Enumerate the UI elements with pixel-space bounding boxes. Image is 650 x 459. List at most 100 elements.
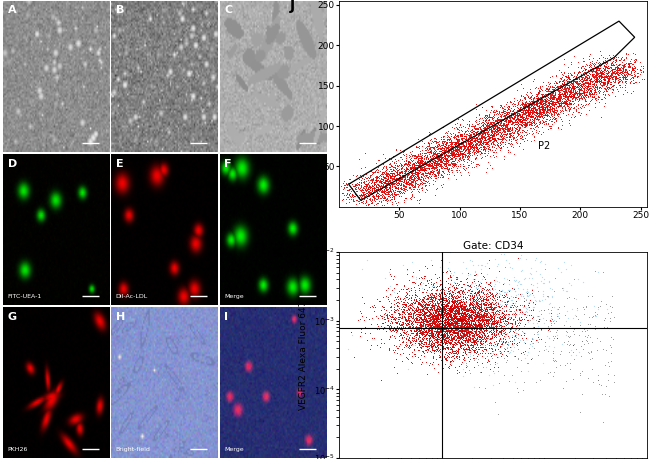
Point [443,312,453,319]
Point [488,308,499,315]
Point [614,72,624,79]
Point [521,335,531,342]
Point [412,143,423,150]
Point [463,291,474,298]
Point [441,162,451,169]
Point [450,336,460,344]
Point [488,293,498,301]
Point [491,136,501,144]
Point [480,129,490,136]
Point [444,267,454,274]
Point [424,147,435,154]
Point [351,197,361,204]
Point [541,100,551,107]
Point [539,100,549,107]
Point [434,172,444,179]
Point [367,192,377,200]
Point [497,116,508,123]
Point [549,303,559,310]
Point [435,157,445,164]
Point [506,114,516,121]
Point [447,324,458,331]
Point [446,142,456,150]
Point [599,66,610,73]
Point [478,127,488,134]
Point [400,188,410,195]
Point [379,195,389,202]
Point [543,126,553,133]
Point [395,193,406,200]
Point [356,183,366,190]
Point [409,165,419,172]
Point [364,175,374,182]
Point [578,90,589,97]
Point [365,184,375,191]
Point [427,161,437,168]
Point [435,143,445,150]
Point [400,334,411,341]
Point [538,104,548,111]
Point [610,63,621,71]
Point [445,313,456,321]
Point [463,316,474,323]
Point [404,341,415,349]
Point [467,140,478,147]
Point [588,87,599,94]
Point [401,153,411,160]
Point [473,312,484,319]
Point [531,108,541,115]
Point [448,326,459,333]
Point [570,82,580,90]
Point [538,114,548,121]
Point [533,112,543,119]
Point [433,149,443,157]
Point [488,334,498,341]
Point [619,63,629,71]
Point [376,178,386,185]
Point [395,325,405,332]
Point [463,333,473,340]
Point [421,327,432,335]
Point [563,73,573,81]
Point [384,190,395,197]
Point [543,100,554,107]
Point [436,331,447,338]
Point [450,325,461,333]
Point [504,97,515,104]
Point [494,290,504,297]
Point [533,109,543,117]
Point [574,89,584,96]
Point [588,84,599,91]
Point [536,100,547,107]
Point [541,85,552,93]
Point [408,183,419,190]
Point [399,313,410,320]
Point [478,334,489,341]
Point [480,305,490,313]
Point [370,159,381,167]
Point [447,295,457,302]
Point [594,94,604,101]
Point [372,163,383,170]
Point [588,378,599,385]
Point [401,180,411,187]
Point [458,321,469,329]
Point [393,198,403,205]
Point [592,76,602,84]
Point [391,299,402,306]
Point [389,314,399,321]
Point [593,64,603,71]
Point [437,140,448,148]
Point [432,342,442,349]
Point [413,309,423,316]
Point [503,126,514,134]
Point [496,124,506,132]
Point [491,304,502,311]
Point [502,139,513,146]
Point [478,325,489,333]
Point [584,314,594,321]
Point [423,342,434,350]
Point [448,314,458,322]
Point [427,329,437,336]
Point [603,79,614,87]
